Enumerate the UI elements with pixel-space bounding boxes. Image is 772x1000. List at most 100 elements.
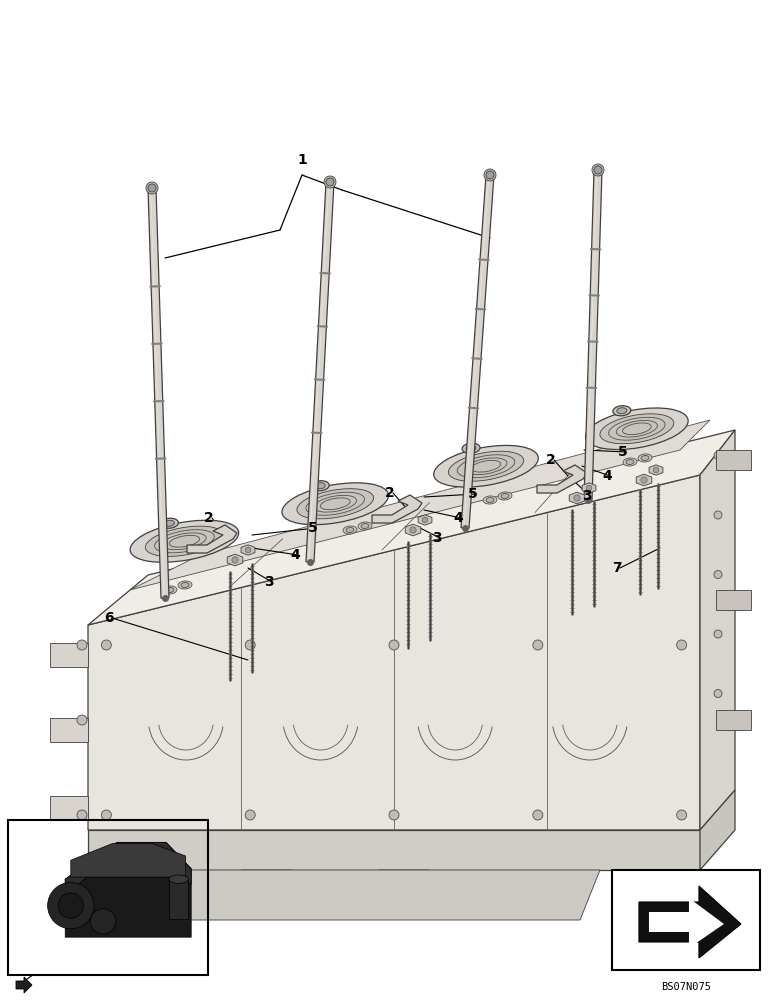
Circle shape [245, 547, 251, 553]
Ellipse shape [163, 586, 177, 594]
Circle shape [714, 690, 722, 698]
Circle shape [533, 640, 543, 650]
Text: 3: 3 [432, 531, 442, 545]
Text: 1: 1 [297, 153, 307, 167]
Polygon shape [88, 870, 600, 920]
Ellipse shape [358, 522, 372, 530]
Circle shape [586, 485, 592, 491]
Polygon shape [227, 554, 243, 566]
Ellipse shape [638, 454, 652, 462]
Ellipse shape [181, 582, 189, 588]
Polygon shape [372, 495, 422, 523]
Circle shape [101, 640, 111, 650]
Ellipse shape [466, 445, 476, 451]
Circle shape [653, 467, 659, 473]
Polygon shape [649, 898, 724, 948]
Circle shape [714, 452, 722, 460]
Ellipse shape [282, 483, 388, 525]
Circle shape [486, 171, 494, 179]
Polygon shape [582, 483, 596, 493]
Polygon shape [700, 430, 735, 830]
Polygon shape [379, 870, 429, 915]
Bar [169, 879, 188, 919]
Circle shape [641, 477, 647, 483]
Circle shape [676, 640, 686, 650]
Ellipse shape [315, 483, 325, 489]
Circle shape [77, 715, 87, 725]
Ellipse shape [498, 492, 512, 500]
Text: 5: 5 [618, 445, 628, 459]
Polygon shape [569, 492, 585, 504]
Polygon shape [88, 430, 735, 625]
Polygon shape [88, 830, 700, 870]
Polygon shape [242, 870, 292, 915]
Polygon shape [716, 710, 751, 730]
Polygon shape [88, 475, 700, 830]
Ellipse shape [343, 526, 357, 534]
Circle shape [101, 810, 111, 820]
Ellipse shape [297, 489, 374, 519]
Polygon shape [306, 182, 334, 562]
Polygon shape [50, 643, 88, 667]
Ellipse shape [311, 481, 329, 491]
Circle shape [48, 882, 94, 929]
Ellipse shape [626, 459, 634, 465]
Circle shape [533, 810, 543, 820]
Ellipse shape [161, 518, 178, 528]
Text: 7: 7 [612, 561, 621, 575]
Polygon shape [636, 474, 652, 486]
Ellipse shape [462, 443, 480, 453]
Polygon shape [649, 465, 663, 475]
Polygon shape [130, 420, 710, 590]
Text: 3: 3 [582, 489, 591, 503]
Polygon shape [50, 796, 88, 820]
Ellipse shape [178, 581, 192, 589]
Polygon shape [71, 843, 185, 877]
Circle shape [676, 810, 686, 820]
Ellipse shape [623, 458, 637, 466]
Circle shape [146, 182, 158, 194]
Polygon shape [418, 515, 432, 525]
Ellipse shape [434, 445, 538, 487]
Text: 3: 3 [264, 575, 273, 589]
Ellipse shape [486, 497, 494, 503]
Circle shape [77, 810, 87, 820]
Ellipse shape [617, 408, 627, 414]
Text: 4: 4 [453, 511, 462, 525]
Polygon shape [50, 718, 88, 742]
Text: 4: 4 [602, 469, 611, 483]
Text: BS07N075: BS07N075 [661, 982, 711, 992]
Ellipse shape [501, 493, 509, 499]
Ellipse shape [145, 526, 223, 556]
Ellipse shape [613, 406, 631, 416]
Polygon shape [461, 175, 494, 528]
Polygon shape [148, 188, 169, 598]
Polygon shape [65, 842, 191, 895]
Circle shape [324, 176, 336, 188]
Polygon shape [187, 525, 237, 553]
Circle shape [410, 527, 416, 533]
Polygon shape [16, 977, 32, 993]
Circle shape [592, 164, 604, 176]
Text: 2: 2 [546, 453, 556, 467]
Ellipse shape [585, 408, 688, 450]
Polygon shape [716, 450, 751, 470]
Text: 2: 2 [204, 511, 214, 525]
Circle shape [389, 640, 399, 650]
Polygon shape [639, 886, 741, 958]
Polygon shape [405, 524, 421, 536]
Circle shape [90, 909, 116, 934]
Circle shape [77, 640, 87, 650]
Polygon shape [241, 545, 255, 555]
Ellipse shape [483, 496, 497, 504]
Text: 5: 5 [468, 487, 478, 501]
Text: 6: 6 [104, 611, 113, 625]
Circle shape [245, 640, 256, 650]
Circle shape [232, 557, 238, 563]
Polygon shape [716, 590, 751, 610]
Bar [8, 820, 208, 975]
Polygon shape [65, 842, 191, 937]
Circle shape [574, 495, 580, 501]
Ellipse shape [166, 587, 174, 593]
Circle shape [484, 169, 496, 181]
